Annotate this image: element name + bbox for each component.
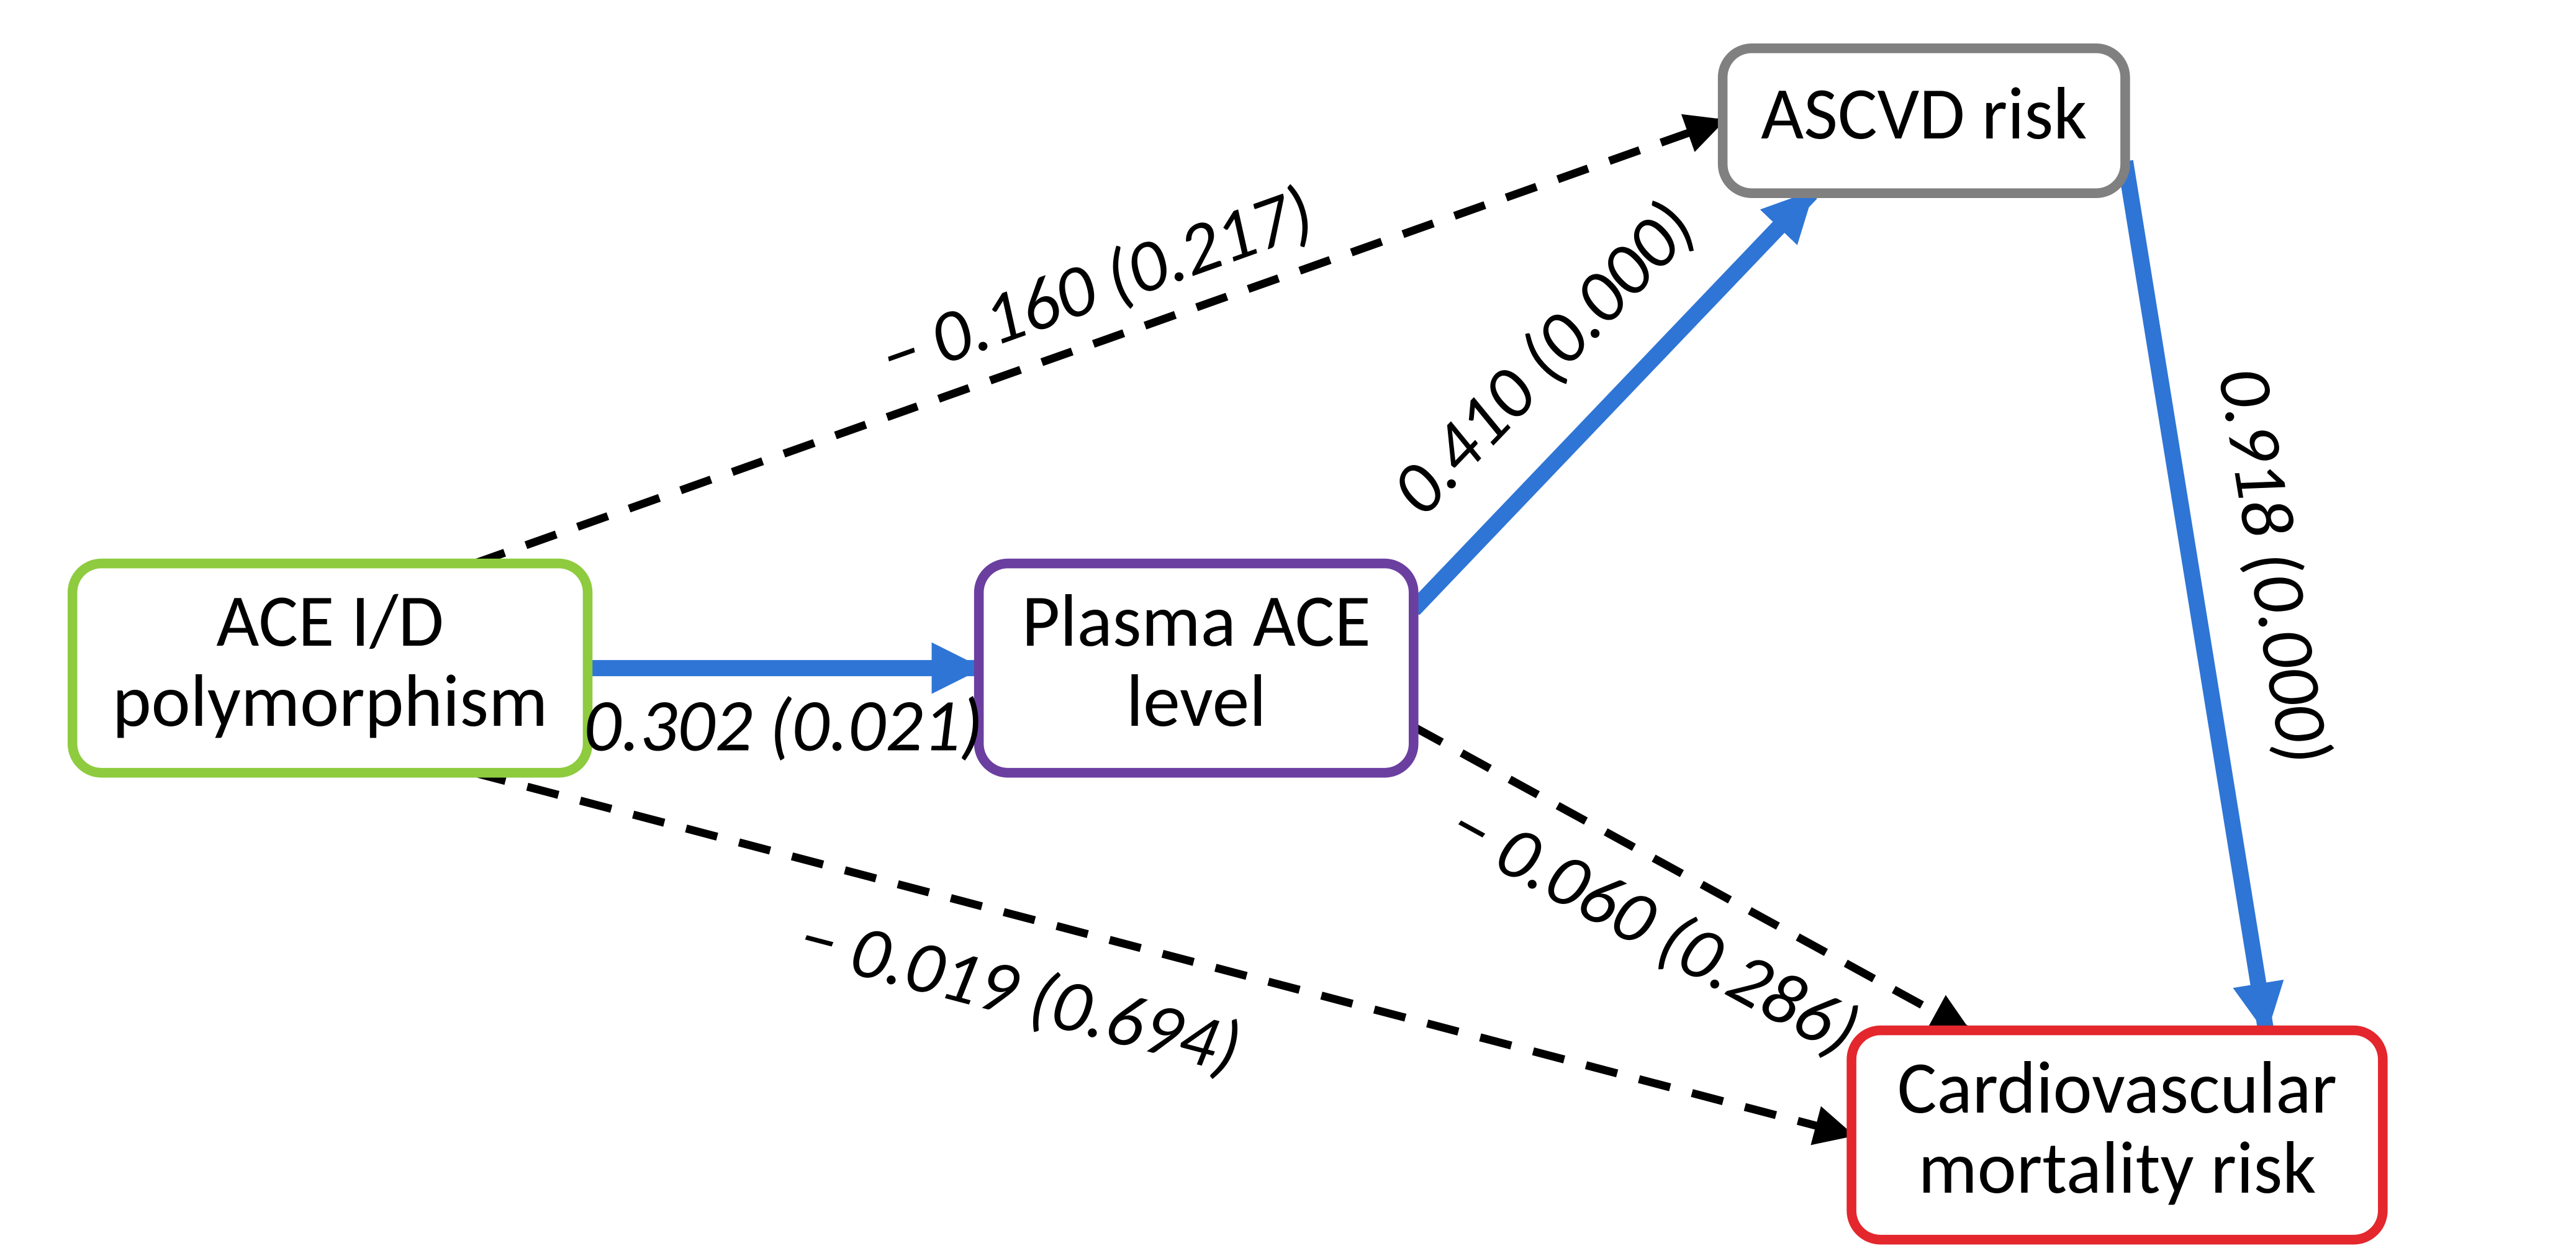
node-ace_id-label-line-0: ACE I/D: [216, 576, 443, 666]
node-ace_id: ACE I/Dpolymorphism: [73, 564, 588, 773]
path-diagram: ACE I/Dpolymorphism Plasma ACElevel ASCVD …: [0, 0, 2576, 1256]
node-ace_id-label-line-1: polymorphism: [112, 656, 548, 746]
node-plasma: Plasma ACElevel: [979, 564, 1414, 773]
edge-label-ace_id-to-cvmort: − 0.019 (0.694): [789, 891, 1250, 1094]
node-ascvd: ASCVD risk: [1723, 48, 2125, 193]
node-ascvd-label-line-0: ASCVD risk: [1761, 68, 2087, 159]
node-cvmort: Cardiovascularmortality risk: [1851, 1031, 2383, 1240]
node-cvmort-label-line-1: mortality risk: [1918, 1123, 2316, 1213]
edge-label-plasma-to-cvmort: − 0.060 (0.286): [1434, 779, 1874, 1075]
edge-label-ace_id-to-plasma: 0.302 (0.021): [584, 680, 983, 770]
edge-labels-layer: 0.302 (0.021)0.410 (0.000)0.918 (0.000)−…: [584, 166, 2352, 1094]
node-plasma-label-line-1: level: [1126, 656, 1267, 746]
node-plasma-label-line-0: Plasma ACE: [1022, 576, 1371, 666]
node-cvmort-label-line-0: Cardiovascular: [1897, 1042, 2337, 1133]
